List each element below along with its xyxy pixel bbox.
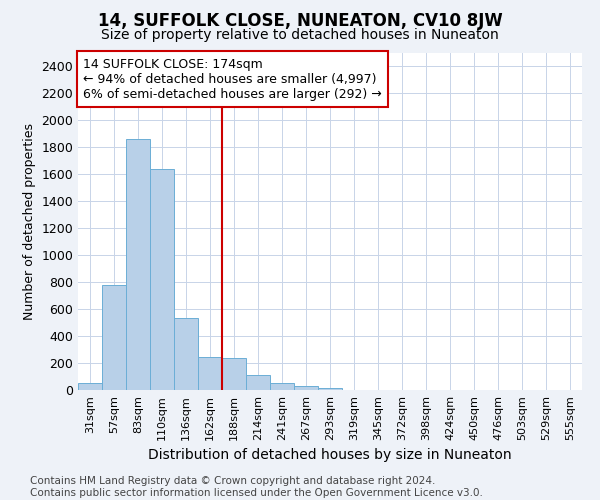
Bar bbox=[222, 358, 246, 390]
Bar bbox=[246, 375, 270, 390]
Y-axis label: Number of detached properties: Number of detached properties bbox=[23, 122, 36, 320]
Text: 14 SUFFOLK CLOSE: 174sqm
← 94% of detached houses are smaller (4,997)
6% of semi: 14 SUFFOLK CLOSE: 174sqm ← 94% of detach… bbox=[83, 58, 382, 100]
Bar bbox=[174, 318, 198, 390]
Bar bbox=[318, 388, 342, 390]
Text: Contains HM Land Registry data © Crown copyright and database right 2024.
Contai: Contains HM Land Registry data © Crown c… bbox=[30, 476, 483, 498]
Bar bbox=[78, 382, 102, 390]
Bar bbox=[150, 168, 174, 390]
Bar bbox=[102, 284, 126, 390]
Bar bbox=[198, 357, 222, 390]
Bar bbox=[270, 383, 294, 390]
X-axis label: Distribution of detached houses by size in Nuneaton: Distribution of detached houses by size … bbox=[148, 448, 512, 462]
Bar bbox=[126, 139, 150, 390]
Bar bbox=[294, 386, 318, 390]
Text: 14, SUFFOLK CLOSE, NUNEATON, CV10 8JW: 14, SUFFOLK CLOSE, NUNEATON, CV10 8JW bbox=[98, 12, 502, 30]
Text: Size of property relative to detached houses in Nuneaton: Size of property relative to detached ho… bbox=[101, 28, 499, 42]
